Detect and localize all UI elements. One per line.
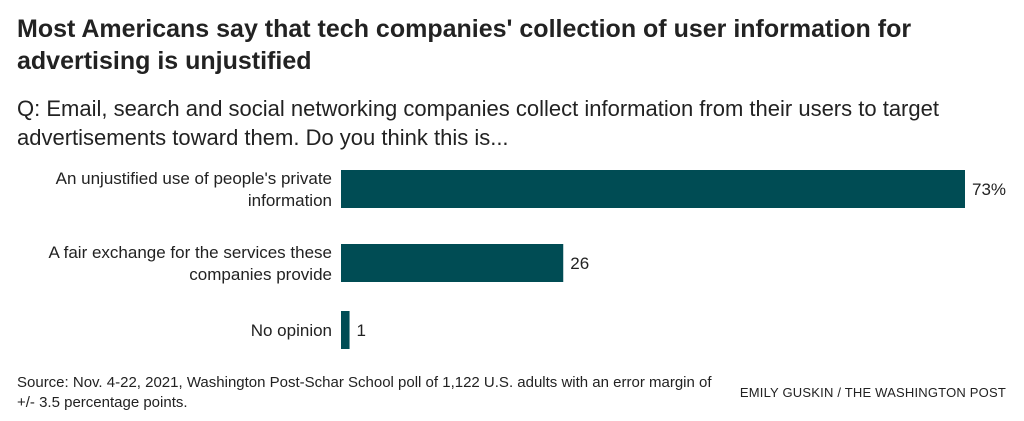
credit-line: EMILY GUSKIN / THE WASHINGTON POST <box>739 385 1006 400</box>
category-label-line: information <box>248 191 332 210</box>
chart-subtitle: Q: Email, search and social networking c… <box>17 96 939 150</box>
category-label-0: An unjustified use of people's private in… <box>56 169 332 210</box>
category-label-2: No opinion <box>251 321 332 340</box>
value-label-2: 1 <box>357 321 366 340</box>
value-label-1: 26 <box>570 254 589 273</box>
category-label-line: An unjustified use of people's private <box>56 169 332 188</box>
bar-2 <box>341 311 350 349</box>
category-label-line: A fair exchange for the services these <box>49 243 333 262</box>
category-label-line: companies provide <box>189 265 332 284</box>
source-note: Source: Nov. 4-22, 2021, Washington Post… <box>17 374 712 411</box>
value-label-0: 73% <box>972 180 1006 199</box>
bar-1 <box>341 244 564 282</box>
category-label-1: A fair exchange for the services these co… <box>49 243 333 284</box>
bar-0 <box>341 170 965 208</box>
chart-title: Most Americans say that tech companies' … <box>17 15 912 75</box>
category-label-line: No opinion <box>251 321 332 340</box>
